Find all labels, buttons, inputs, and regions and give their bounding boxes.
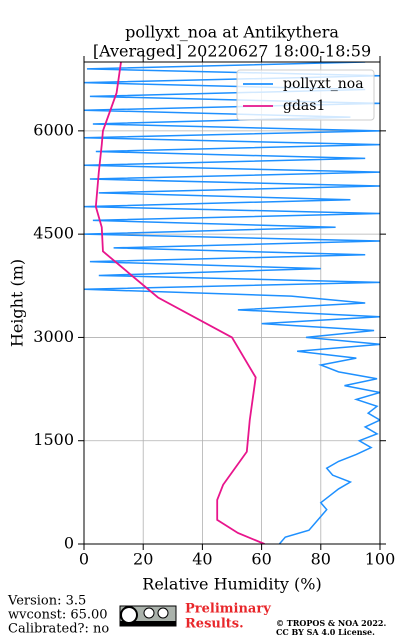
chart-title: pollyxt_noa at Antikythera: [125, 23, 339, 42]
x-tick-label: 100: [365, 550, 396, 569]
version-text: Version: 3.5: [7, 594, 86, 609]
y-tick-label: 4500: [33, 224, 74, 243]
y-axis-label: Height (m): [8, 259, 27, 347]
results-text: Results.: [185, 617, 244, 632]
profile-line: [84, 62, 380, 544]
preliminary-text: Preliminary: [185, 602, 271, 617]
x-tick-label: 40: [192, 550, 212, 569]
legend-label: gdas1: [283, 98, 325, 114]
plot-frame: [83, 61, 381, 545]
x-tick-label: 60: [251, 550, 271, 569]
legend: pollyxt_noa gdas1: [236, 69, 375, 121]
cc-logo: [119, 605, 177, 627]
y-tick-label: 3000: [33, 327, 74, 346]
calibrated-text: Calibrated?: no: [8, 622, 109, 637]
y-tick-label: 0: [64, 534, 74, 553]
footer: Version: 3.5 wvconst: 65.00 Calibrated?:…: [7, 594, 386, 638]
legend-label: pollyxt_noa: [283, 76, 364, 92]
x-tick-label: 20: [133, 550, 153, 569]
legend-box: [236, 69, 375, 121]
copyright-text: © TROPOS & NOA 2022.: [276, 618, 386, 628]
x-tick-label: 0: [79, 550, 89, 569]
y-tick-label: 6000: [33, 120, 74, 139]
wvconst-text: wvconst: 65.00: [8, 608, 108, 623]
x-tick-label: 80: [311, 550, 331, 569]
plot-area: [84, 62, 380, 544]
y-tick-label: 1500: [33, 430, 74, 449]
chart-subtitle: [Averaged] 20220627 18:00-18:59: [93, 42, 371, 61]
profile-line: [94, 62, 265, 544]
x-axis-label: Relative Humidity (%): [142, 575, 321, 594]
license-text: CC BY SA 4.0 License.: [276, 627, 375, 637]
